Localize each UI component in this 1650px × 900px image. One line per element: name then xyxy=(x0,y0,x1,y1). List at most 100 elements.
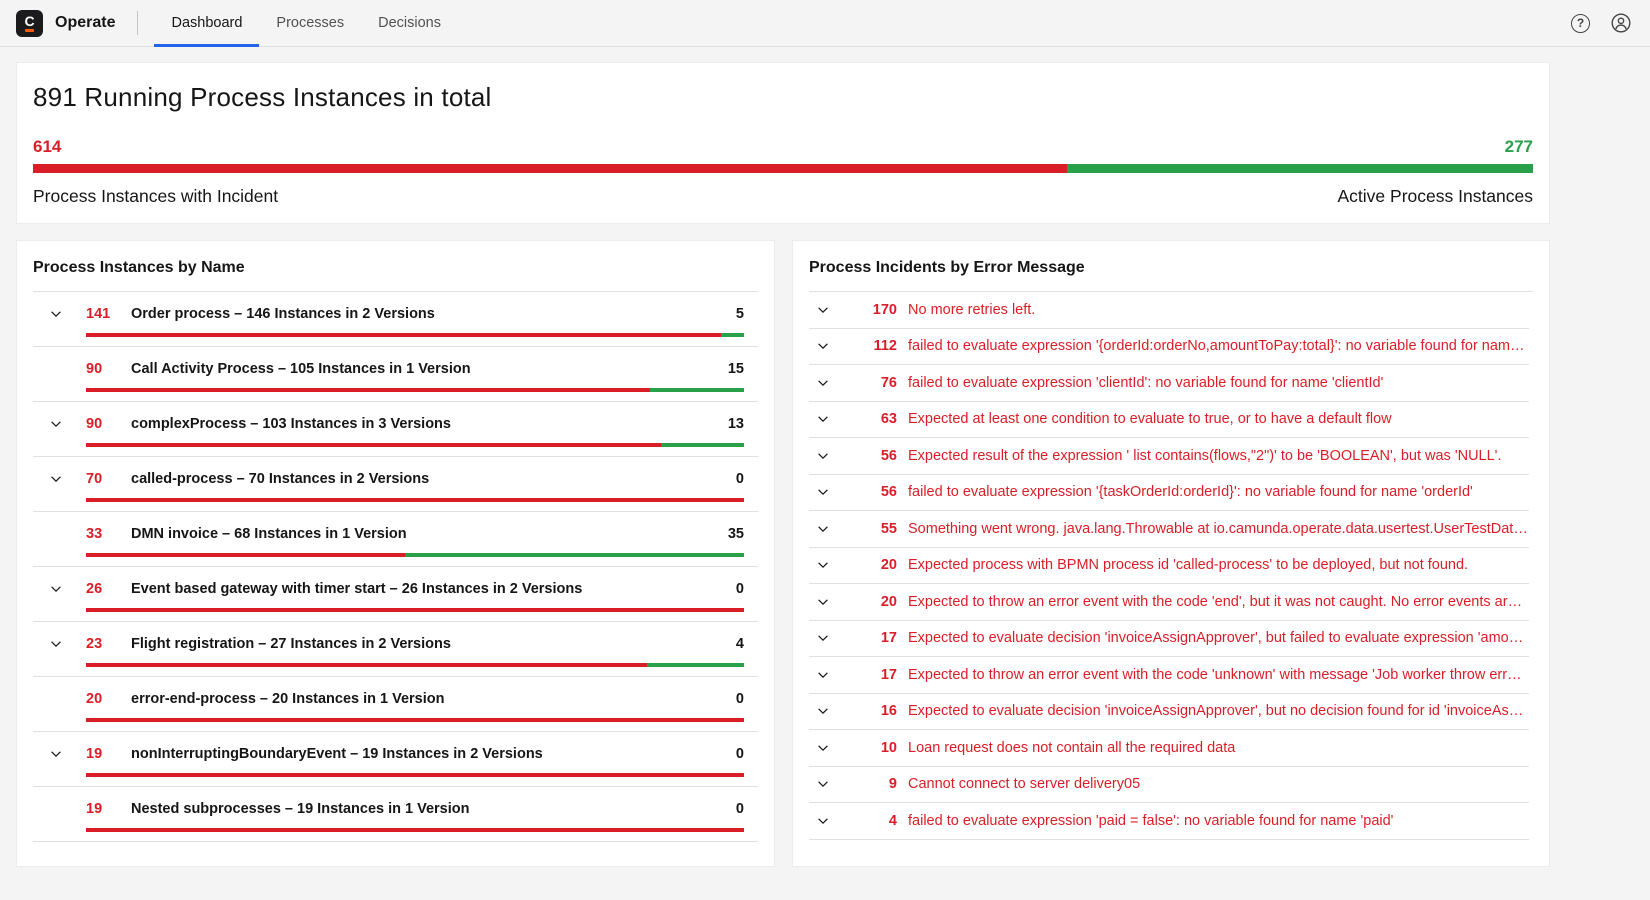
active-label: Active Process Instances xyxy=(1337,186,1534,206)
incident-error-row[interactable]: 112 failed to evaluate expression '{orde… xyxy=(809,329,1529,365)
process-instance-row[interactable]: 20 error-end-process – 20 Instances in 1… xyxy=(33,677,758,732)
process-instance-row[interactable]: 26 Event based gateway with timer start … xyxy=(33,567,758,622)
tab-dashboard[interactable]: Dashboard xyxy=(154,0,260,47)
incident-count: 26 xyxy=(86,581,103,597)
chevron-down-icon[interactable] xyxy=(33,637,86,651)
incident-error-count: 63 xyxy=(880,411,897,428)
process-instance-row[interactable]: 19 nonInterruptingBoundaryEvent – 19 Ins… xyxy=(33,732,758,787)
incident-error-row[interactable]: 4 failed to evaluate expression 'paid = … xyxy=(809,803,1529,840)
instance-state-bar xyxy=(86,718,744,722)
chevron-down-icon[interactable] xyxy=(33,747,86,761)
incident-error-message: Expected to evaluate decision 'invoiceAs… xyxy=(908,630,1529,647)
instance-state-bar xyxy=(86,443,744,447)
incident-error-row[interactable]: 63 Expected at least one condition to ev… xyxy=(809,402,1529,438)
incident-error-row[interactable]: 9 Cannot connect to server delivery05 xyxy=(809,767,1529,803)
dashboard-content: 891 Running Process Instances in total 6… xyxy=(0,47,1650,867)
chevron-down-icon[interactable] xyxy=(809,814,849,828)
chevron-down-icon[interactable] xyxy=(809,522,849,536)
chevron-down-icon[interactable] xyxy=(809,741,849,755)
incident-error-row[interactable]: 170 No more retries left. xyxy=(809,292,1529,329)
tab-label: Decisions xyxy=(378,15,441,31)
chevron-down-icon[interactable] xyxy=(809,631,849,645)
chevron-down-icon[interactable] xyxy=(809,704,849,718)
panel-title: Process Instances by Name xyxy=(33,259,245,276)
incident-error-row[interactable]: 17 Expected to throw an error event with… xyxy=(809,657,1529,694)
chevron-down-icon[interactable] xyxy=(33,417,86,431)
process-instance-row[interactable]: 33 DMN invoice – 68 Instances in 1 Versi… xyxy=(33,512,758,567)
chevron-down-icon[interactable] xyxy=(809,339,849,353)
incident-bar-segment xyxy=(86,828,744,832)
incident-bar-segment xyxy=(86,333,722,337)
incident-error-message: No more retries left. xyxy=(908,301,1036,318)
incident-error-count: 56 xyxy=(880,447,897,464)
active-bar-segment xyxy=(1066,164,1533,173)
tab-processes[interactable]: Processes xyxy=(259,0,361,47)
incident-bar-segment xyxy=(86,718,744,722)
camunda-logo[interactable]: C xyxy=(16,9,43,37)
process-instance-row[interactable]: 141 Order process – 146 Instances in 2 V… xyxy=(33,292,758,347)
incident-error-message: Expected result of the expression ' list… xyxy=(908,447,1502,464)
active-count: 5 xyxy=(735,306,744,322)
user-icon[interactable] xyxy=(1610,12,1632,34)
incident-error-row[interactable]: 56 failed to evaluate expression '{taskO… xyxy=(809,475,1529,511)
incident-error-message: failed to evaluate expression '{orderId:… xyxy=(908,338,1529,355)
incident-bar-segment xyxy=(86,443,661,447)
metric-labels: Process Instances with Incident Active P… xyxy=(33,186,1533,207)
chevron-down-icon[interactable] xyxy=(33,472,86,486)
incident-count: 90 xyxy=(86,416,103,432)
incident-count: 90 xyxy=(86,361,103,377)
incident-error-count: 55 xyxy=(880,520,897,537)
incident-bar-segment xyxy=(86,663,647,667)
process-instance-row[interactable]: 70 called-process – 70 Instances in 2 Ve… xyxy=(33,457,758,512)
process-instance-row[interactable]: 90 Call Activity Process – 105 Instances… xyxy=(33,347,758,402)
incident-error-row[interactable]: 16 Expected to evaluate decision 'invoic… xyxy=(809,694,1529,730)
instance-state-bar xyxy=(86,388,744,392)
metric-counts: 614 277 xyxy=(33,137,1533,157)
instance-row-header: 90 Call Activity Process – 105 Instances… xyxy=(33,357,744,381)
incident-error-count: 16 xyxy=(880,703,897,720)
incident-error-message: Expected process with BPMN process id 'c… xyxy=(908,557,1469,574)
instance-row-header: 20 error-end-process – 20 Instances in 1… xyxy=(33,687,744,711)
incident-error-row[interactable]: 56 Expected result of the expression ' l… xyxy=(809,438,1529,475)
incident-error-row[interactable]: 17 Expected to evaluate decision 'invoic… xyxy=(809,621,1529,657)
incident-error-row[interactable]: 76 failed to evaluate expression 'client… xyxy=(809,365,1529,402)
chevron-down-icon[interactable] xyxy=(33,582,86,596)
incident-count: 23 xyxy=(86,636,103,652)
instance-state-bar xyxy=(86,553,744,557)
incident-error-count: 17 xyxy=(880,630,897,647)
panel-title: Process Incidents by Error Message xyxy=(809,259,1085,276)
help-icon[interactable]: ? xyxy=(1571,13,1590,33)
incident-error-count: 20 xyxy=(880,557,897,574)
incident-error-count: 112 xyxy=(873,338,897,355)
chevron-down-icon[interactable] xyxy=(809,303,849,317)
process-instance-row[interactable]: 19 Nested subprocesses – 19 Instances in… xyxy=(33,787,758,842)
tab-label: Processes xyxy=(276,15,345,31)
active-count: 0 xyxy=(735,471,744,487)
chevron-down-icon[interactable] xyxy=(809,595,849,609)
incident-error-row[interactable]: 55 Something went wrong. java.lang.Throw… xyxy=(809,511,1529,548)
chevron-down-icon[interactable] xyxy=(809,558,849,572)
incident-error-row[interactable]: 20 Expected to throw an error event with… xyxy=(809,584,1529,621)
chevron-down-icon[interactable] xyxy=(809,485,849,499)
process-instance-row[interactable]: 23 Flight registration – 27 Instances in… xyxy=(33,622,758,677)
process-name: error-end-process – 20 Instances in 1 Ve… xyxy=(131,691,445,707)
incident-error-row[interactable]: 10 Loan request does not contain all the… xyxy=(809,730,1529,767)
process-incidents-by-error-panel: Process Incidents by Error Message 170 N… xyxy=(792,240,1550,867)
logo-letter: C xyxy=(24,12,35,29)
incident-error-row[interactable]: 20 Expected process with BPMN process id… xyxy=(809,548,1529,584)
process-instance-row[interactable]: 90 complexProcess – 103 Instances in 3 V… xyxy=(33,402,758,457)
chevron-down-icon[interactable] xyxy=(809,412,849,426)
tab-decisions[interactable]: Decisions xyxy=(361,0,458,47)
incident-error-message: Expected at least one condition to evalu… xyxy=(908,411,1392,428)
chevron-down-icon[interactable] xyxy=(809,777,849,791)
active-count: 0 xyxy=(735,801,744,817)
incident-error-count: 17 xyxy=(880,666,897,683)
chevron-down-icon[interactable] xyxy=(809,376,849,390)
instance-state-bar xyxy=(86,663,744,667)
chevron-down-icon[interactable] xyxy=(809,668,849,682)
active-count: 0 xyxy=(735,746,744,762)
chevron-down-icon[interactable] xyxy=(33,307,86,321)
chevron-down-icon[interactable] xyxy=(809,449,849,463)
incident-error-message: Expected to evaluate decision 'invoiceAs… xyxy=(908,703,1529,720)
incident-count: 19 xyxy=(86,801,103,817)
